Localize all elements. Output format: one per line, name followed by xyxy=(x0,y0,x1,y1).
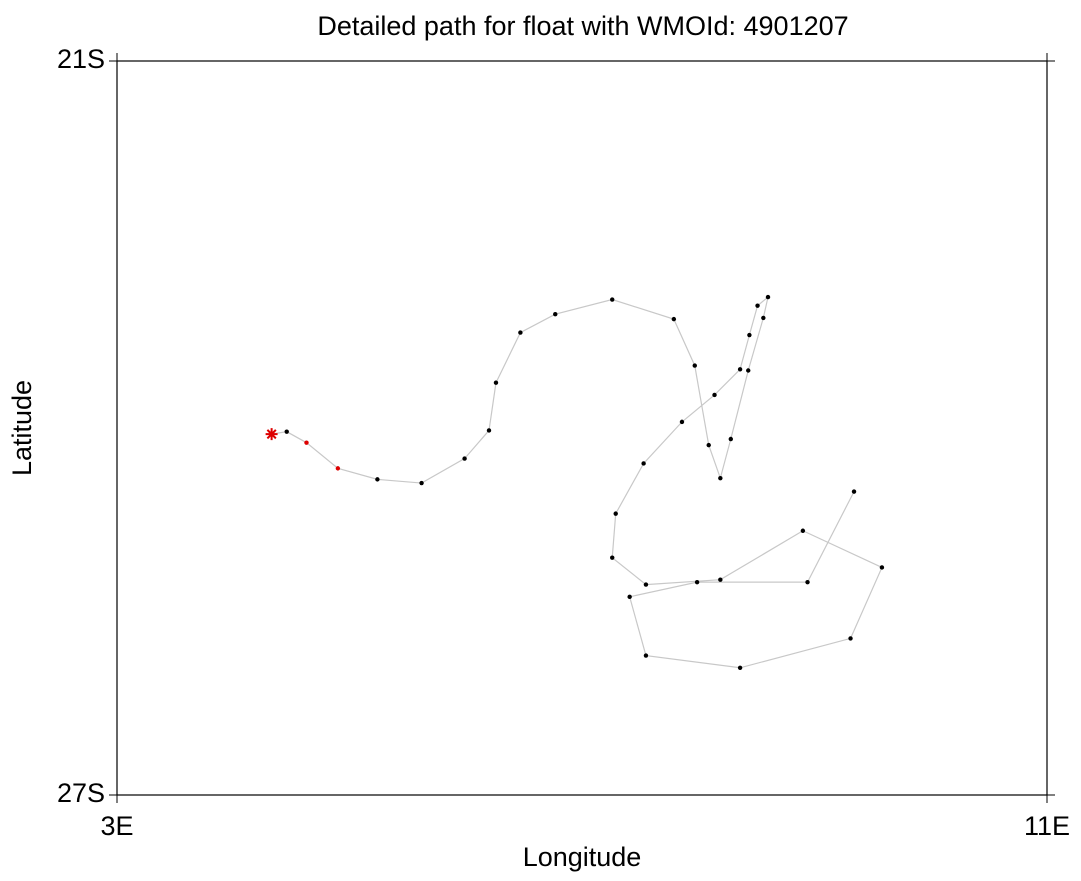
track-point xyxy=(747,332,752,338)
track-point xyxy=(765,294,771,300)
track-point xyxy=(746,368,751,373)
plot-frame xyxy=(116,60,1048,796)
track-point xyxy=(761,315,766,321)
track-point xyxy=(879,565,885,570)
track-point xyxy=(284,429,289,434)
track-point xyxy=(613,511,618,516)
track-point xyxy=(718,577,723,582)
track-point xyxy=(462,456,467,461)
track-point xyxy=(553,312,558,317)
x-tick-label: 11E xyxy=(1024,811,1070,841)
track-point xyxy=(737,665,743,670)
y-tick-label: 27S xyxy=(57,778,105,808)
y-tick-label: 21S xyxy=(57,44,105,74)
track-point xyxy=(706,442,711,448)
track-point xyxy=(671,316,677,322)
track-point xyxy=(679,419,685,425)
y-axis-label: Latitude xyxy=(7,380,37,476)
track-point xyxy=(518,330,523,335)
track-point xyxy=(493,380,499,385)
track-point xyxy=(805,579,810,585)
x-axis-label: Longitude xyxy=(523,842,642,872)
track-point xyxy=(692,363,697,368)
track-point xyxy=(335,466,341,471)
track-point xyxy=(610,297,615,302)
track-point xyxy=(848,636,853,641)
track-point xyxy=(755,303,760,308)
track-point xyxy=(643,582,649,587)
track-point xyxy=(419,480,424,486)
chart-title: Detailed path for float with WMOId: 4901… xyxy=(317,11,848,41)
track-point xyxy=(304,440,309,445)
track-point xyxy=(610,555,615,560)
track-point xyxy=(486,428,492,433)
track-point xyxy=(627,594,632,600)
track-line xyxy=(271,295,883,669)
x-tick-label: 3E xyxy=(100,811,133,841)
track-point xyxy=(375,477,380,482)
track-point xyxy=(718,475,723,481)
track-point xyxy=(737,367,743,372)
track-point xyxy=(643,653,649,658)
track-point xyxy=(851,489,857,494)
track-point xyxy=(694,579,700,585)
track-point xyxy=(728,436,733,442)
track-point xyxy=(800,528,806,533)
track-point xyxy=(641,461,646,466)
start-marker xyxy=(265,428,278,441)
track-point xyxy=(712,392,717,398)
